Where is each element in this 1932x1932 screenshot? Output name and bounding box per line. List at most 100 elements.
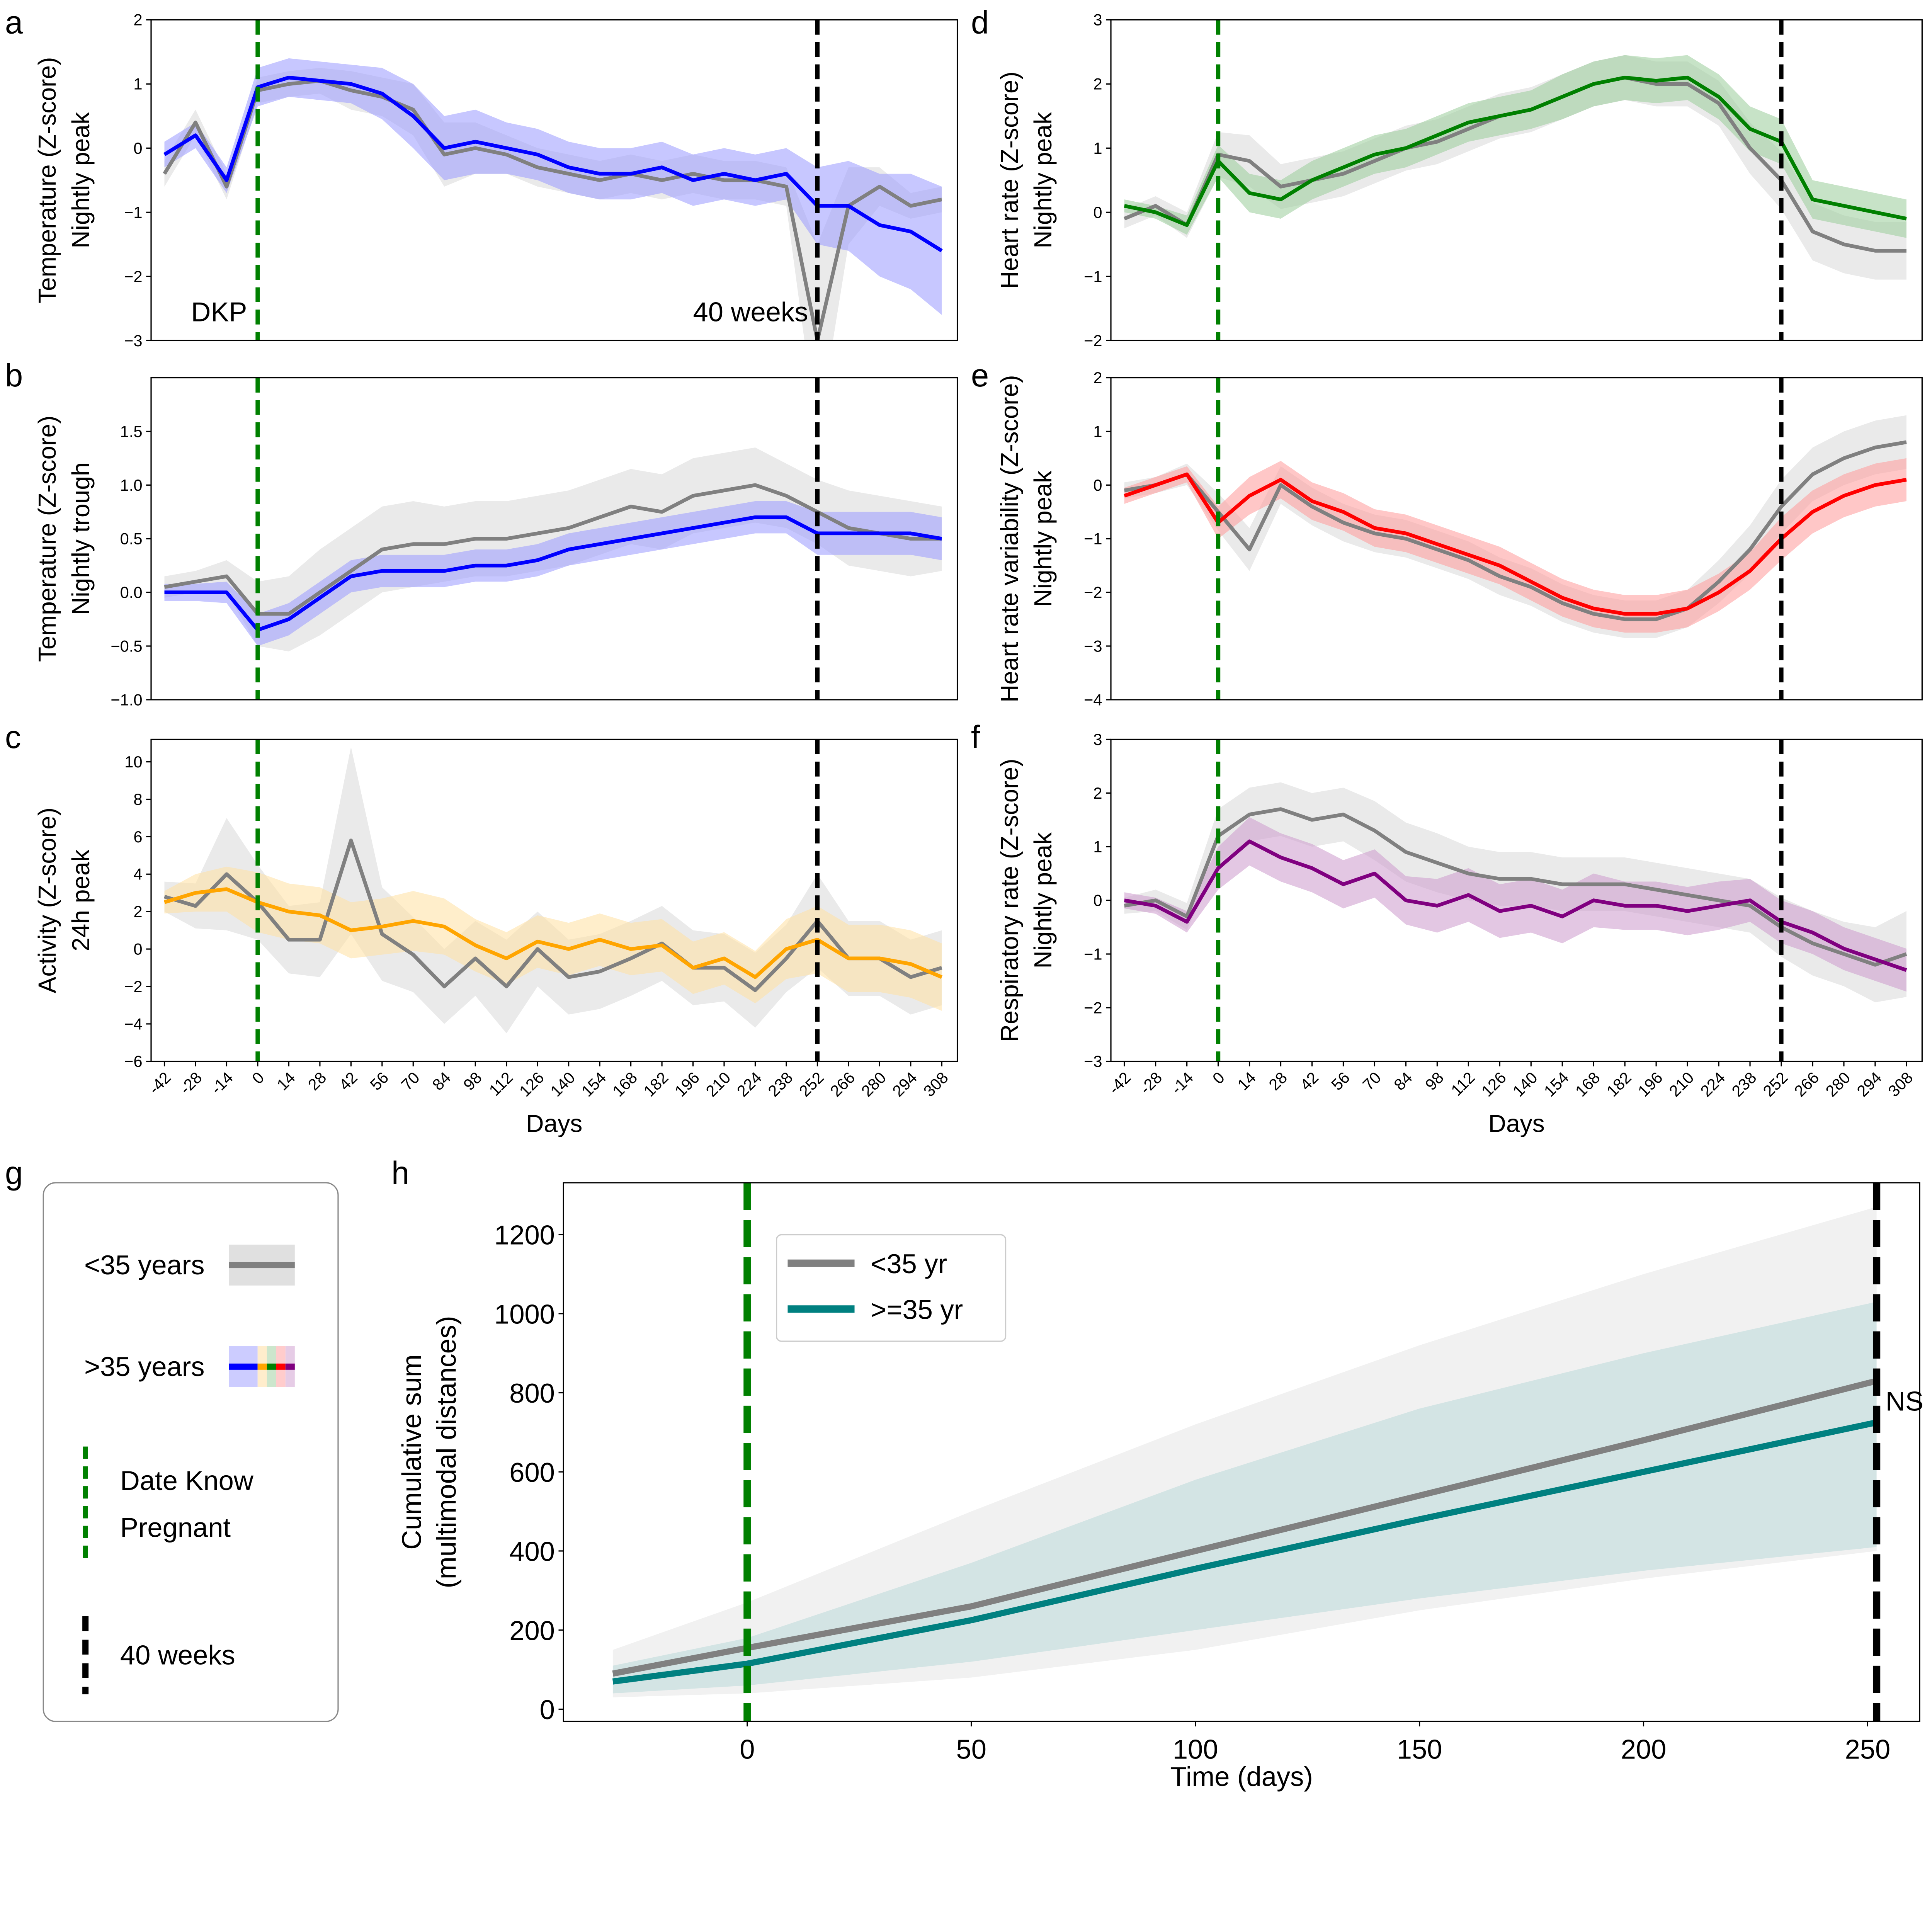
legend-panel-g: <35 years >35 years Date Know Pregnant 4… [43, 1182, 339, 1722]
panel-letter-g: g [5, 1155, 23, 1191]
legend-label-under-35: <35 years [84, 1250, 205, 1280]
y-axis-label-line2: Nightly trough [67, 462, 95, 615]
plot-area [163, 58, 943, 341]
axes-frame [1110, 19, 1923, 342]
x-tick-label: 168 [1571, 1068, 1603, 1100]
x-tick-label: 238 [764, 1068, 796, 1100]
y-tick-label: −3 [124, 332, 143, 350]
x-tick-label: 150 [1397, 1734, 1442, 1764]
y-axis-label-line1: Temperature (Z-score) [33, 57, 61, 304]
x-tick-label: 112 [485, 1068, 516, 1099]
y-axis-label-line1: Respiratory rate (Z-score) [996, 759, 1024, 1042]
x-tick-label: 200 [1621, 1734, 1667, 1764]
x-tick-label: -14 [1167, 1068, 1197, 1098]
y-tick-label: 1000 [494, 1299, 555, 1329]
x-tick-label: 266 [1791, 1068, 1822, 1100]
x-axis-label: Time (days) [1170, 1761, 1313, 1792]
series-line-<35 [164, 838, 942, 992]
x-tick-label: 28 [1265, 1068, 1291, 1094]
y-tick-label: 1 [1093, 422, 1102, 440]
y-axis-label-line2: Nightly peak [1029, 832, 1057, 969]
confidence-band->35 [164, 501, 942, 646]
figure: a b c d e f g h <35 years >35 years Date… [5, 5, 1923, 1792]
y-tick-label: 1.0 [120, 476, 143, 494]
y-tick-label: −6 [124, 1052, 143, 1070]
y-tick-label: −2 [124, 267, 143, 286]
x-tick-label: 250 [1845, 1734, 1891, 1764]
y-tick-label: 1 [133, 75, 142, 93]
plot-area [1124, 415, 1907, 638]
y-tick-label: −2 [1084, 998, 1102, 1017]
axes-frame [150, 738, 958, 1062]
series-line->35 [163, 75, 943, 253]
y-tick-label: 8 [133, 790, 142, 808]
y-tick-label: 0 [540, 1694, 555, 1725]
confidence-band->35 [1124, 817, 1906, 992]
x-tick-label: 238 [1728, 1068, 1760, 1100]
x-tick-label: 14 [273, 1068, 299, 1094]
x-tick-label: 0 [740, 1734, 755, 1764]
x-tick-label: 112 [1447, 1068, 1478, 1099]
x-tick-label: 84 [429, 1068, 454, 1094]
panel-letter-e: e [971, 357, 989, 393]
legend-swatch-line-segment [229, 1363, 258, 1370]
y-tick-label: 600 [509, 1457, 555, 1488]
x-tick-label: 168 [609, 1068, 641, 1100]
legend-entry-label: >=35 yr [871, 1294, 963, 1325]
y-tick-label: 2 [133, 11, 142, 29]
y-tick-label: 0 [1093, 203, 1102, 221]
chart-panel-h: 0 200 400 600 800 1000 1200 0 50 100 150 200 250 Cumu… [396, 1182, 1923, 1792]
series-line->35 [1124, 75, 1907, 227]
y-tick-label: 0 [133, 940, 142, 958]
y-tick-label: 0.5 [120, 530, 143, 548]
y-axis-label-line2: Nightly peak [1029, 112, 1057, 248]
legend-swatch-under-35-line [229, 1262, 295, 1269]
legend-swatch-line-segment [267, 1363, 276, 1370]
chart-panel-e: −4 −3 −2 −1 0 1 2 Heart rate variability (Z-sco… [996, 369, 1923, 709]
x-tick-label: 308 [920, 1068, 952, 1100]
y-tick-label: 0.0 [120, 583, 143, 602]
y-axis-label-line1: Cumulative sum [396, 1354, 427, 1549]
y-tick-label: 2 [1093, 369, 1102, 387]
series-line->35 [164, 515, 942, 632]
y-tick-label: −2 [124, 977, 143, 995]
x-tick-label: 210 [702, 1068, 734, 1100]
chart-panel-f: −3 −2 −1 0 1 2 3 -42 -28 -14 0 14 28 42 56 70 84 98 112126… [996, 730, 1923, 1137]
axes-frame [563, 1182, 1920, 1722]
series-line-<35 [164, 483, 942, 616]
confidence-band-<35 [164, 68, 942, 341]
y-tick-label: −2 [1084, 332, 1102, 350]
series-line->35 [164, 887, 943, 979]
x-tick-label: 126 [1478, 1068, 1510, 1100]
plot-area [1123, 55, 1907, 280]
confidence-band->35 [164, 866, 942, 1011]
legend-swatch-line-segment [257, 1363, 267, 1370]
x-tick-label: 154 [1540, 1068, 1572, 1100]
y-tick-label: 1 [1093, 139, 1102, 157]
x-tick-label: 28 [304, 1068, 330, 1094]
y-tick-label: 1 [1093, 838, 1102, 856]
x-tick-label: 100 [1173, 1734, 1218, 1764]
legend-dkp-label-line1: Date Know [120, 1465, 254, 1496]
x-tick-label: 294 [1853, 1068, 1885, 1100]
x-axis-label: Days [1488, 1109, 1545, 1137]
panel-letter-f: f [971, 719, 980, 755]
plot-area [164, 447, 942, 651]
chart-panel-a: −3 −2 −1 0 1 2 Temperature (Z-score) Nightly pe… [33, 11, 958, 350]
y-axis-label-line1: Temperature (Z-score) [33, 415, 61, 662]
panel-letter-d: d [971, 5, 989, 41]
y-tick-label: −3 [1084, 637, 1102, 655]
legend-label-over-35: >35 years [84, 1351, 205, 1382]
x-axis-label: Days [526, 1109, 582, 1137]
y-tick-label: 1.5 [120, 422, 143, 440]
y-tick-label: −1 [124, 203, 143, 221]
y-tick-label: 10 [124, 753, 142, 771]
y-tick-label: 0 [133, 139, 142, 157]
x-tick-label: 50 [956, 1734, 986, 1764]
y-tick-label: 3 [1093, 730, 1102, 748]
legend-swatch-line-segment [276, 1363, 286, 1370]
x-tick-label: 70 [398, 1068, 423, 1094]
y-tick-label: 1200 [494, 1220, 555, 1250]
x-tick-label: 98 [460, 1068, 485, 1094]
x-tick-label: -42 [145, 1068, 174, 1098]
